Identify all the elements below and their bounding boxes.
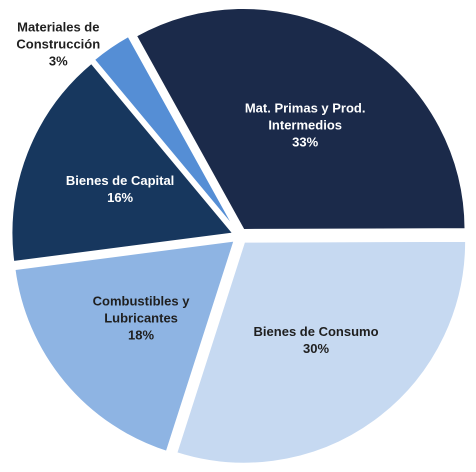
category-name: Materiales de Construcción: [16, 19, 101, 52]
value-label: 3%: [48, 53, 68, 69]
pie-slice: [13, 239, 237, 454]
slice-label: Bienes de Consumo 30%: [241, 323, 391, 357]
pie-slice: [134, 6, 467, 231]
pie-slice: [92, 34, 237, 231]
slice-label: Bienes de Capital 16%: [45, 172, 195, 206]
slice-label: Mat. Primas y Prod. Intermedios 33%: [230, 99, 380, 150]
category-name: Bienes de Capital: [65, 173, 175, 189]
value-label: 18%: [128, 327, 155, 343]
category-name: Mat. Primas y Prod. Intermedios: [244, 100, 366, 133]
slice-label: Combustibles y Lubricantes 18%: [66, 293, 216, 344]
category-name: Bienes de Consumo: [253, 323, 379, 339]
pie-slice: [10, 61, 236, 264]
pie-slice: [175, 239, 468, 465]
value-label: 33%: [292, 134, 319, 150]
value-label: 16%: [107, 190, 134, 206]
value-label: 30%: [303, 340, 330, 356]
slice-label: Materiales de Construcción 3%: [3, 18, 113, 69]
category-name: Combustibles y Lubricantes: [92, 293, 190, 326]
